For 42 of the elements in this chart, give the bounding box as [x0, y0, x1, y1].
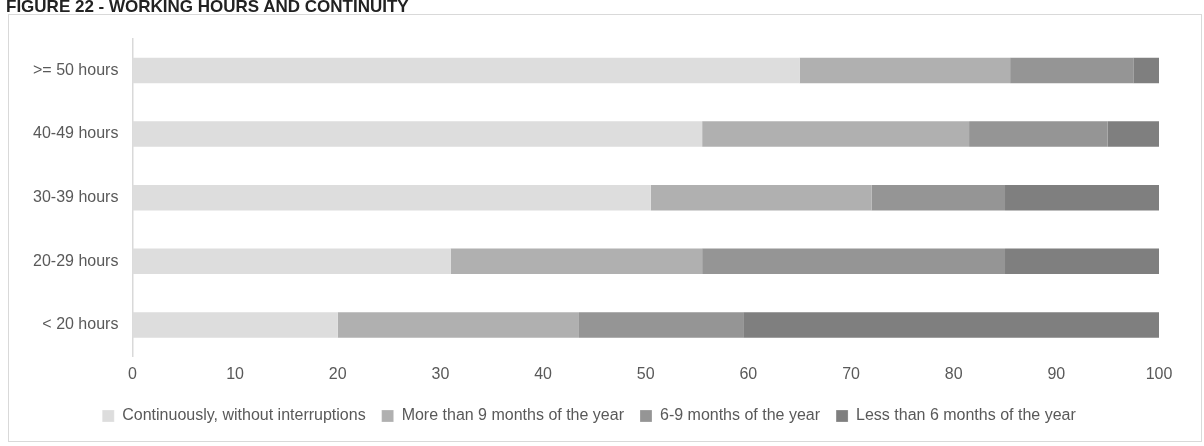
legend-label: More than 9 months of the year	[401, 406, 625, 424]
bar	[743, 312, 1159, 338]
x-tick-label: 40	[534, 364, 553, 382]
x-tick-label: 0	[127, 364, 137, 382]
x-tick-label: 60	[739, 364, 758, 382]
y-tick-label: 20-29 hours	[33, 251, 119, 269]
x-tick-label: 70	[842, 364, 861, 382]
y-tick-label: 30-39 hours	[33, 188, 119, 206]
x-tick-label: 50	[636, 364, 655, 382]
bar	[132, 57, 800, 84]
bar	[799, 57, 1011, 84]
bar	[450, 248, 703, 275]
bar	[337, 312, 579, 338]
x-tick-label: 90	[1047, 364, 1066, 382]
bar	[132, 312, 338, 338]
y-tick-label: < 20 hours	[42, 315, 119, 333]
y-tick-label: 40-49 hours	[33, 124, 119, 142]
bar	[578, 312, 744, 338]
bar	[969, 121, 1108, 147]
bar	[1010, 57, 1134, 84]
bar	[650, 184, 872, 211]
bar	[1133, 57, 1159, 84]
bar	[1005, 184, 1159, 211]
x-tick-label: 20	[328, 364, 347, 382]
x-tick-label: 100	[1145, 364, 1173, 382]
chart-title: FIGURE 22 - WORKING HOURS AND CONTINUITY	[5, 0, 410, 16]
bar	[132, 184, 651, 211]
bar	[702, 121, 970, 147]
frame: Continuously, without interruptions More than 9 months of the year 6-9 months of the year Less than 6 months of the year 0 10 20 30 40 50 60 70 80 90 100 >= 50 hours 40-49 hours 30-39 hours 20-29 hours < 20 hours	[8, 14, 1202, 442]
legend-label: 6-9 months of the year	[659, 406, 821, 424]
bar	[1005, 248, 1159, 275]
bar	[132, 248, 451, 275]
bar	[1107, 121, 1159, 147]
legend-label: Continuously, without interruptions	[122, 406, 366, 424]
x-tick-label: 30	[431, 364, 450, 382]
bar	[871, 184, 1006, 211]
bar	[132, 121, 703, 147]
x-tick-label: 10	[226, 364, 245, 382]
x-tick-label: 80	[944, 364, 963, 382]
y-tick-label: >= 50 hours	[32, 60, 119, 78]
legend-label: Less than 6 months of the year	[856, 406, 1077, 424]
bar	[702, 248, 1006, 275]
